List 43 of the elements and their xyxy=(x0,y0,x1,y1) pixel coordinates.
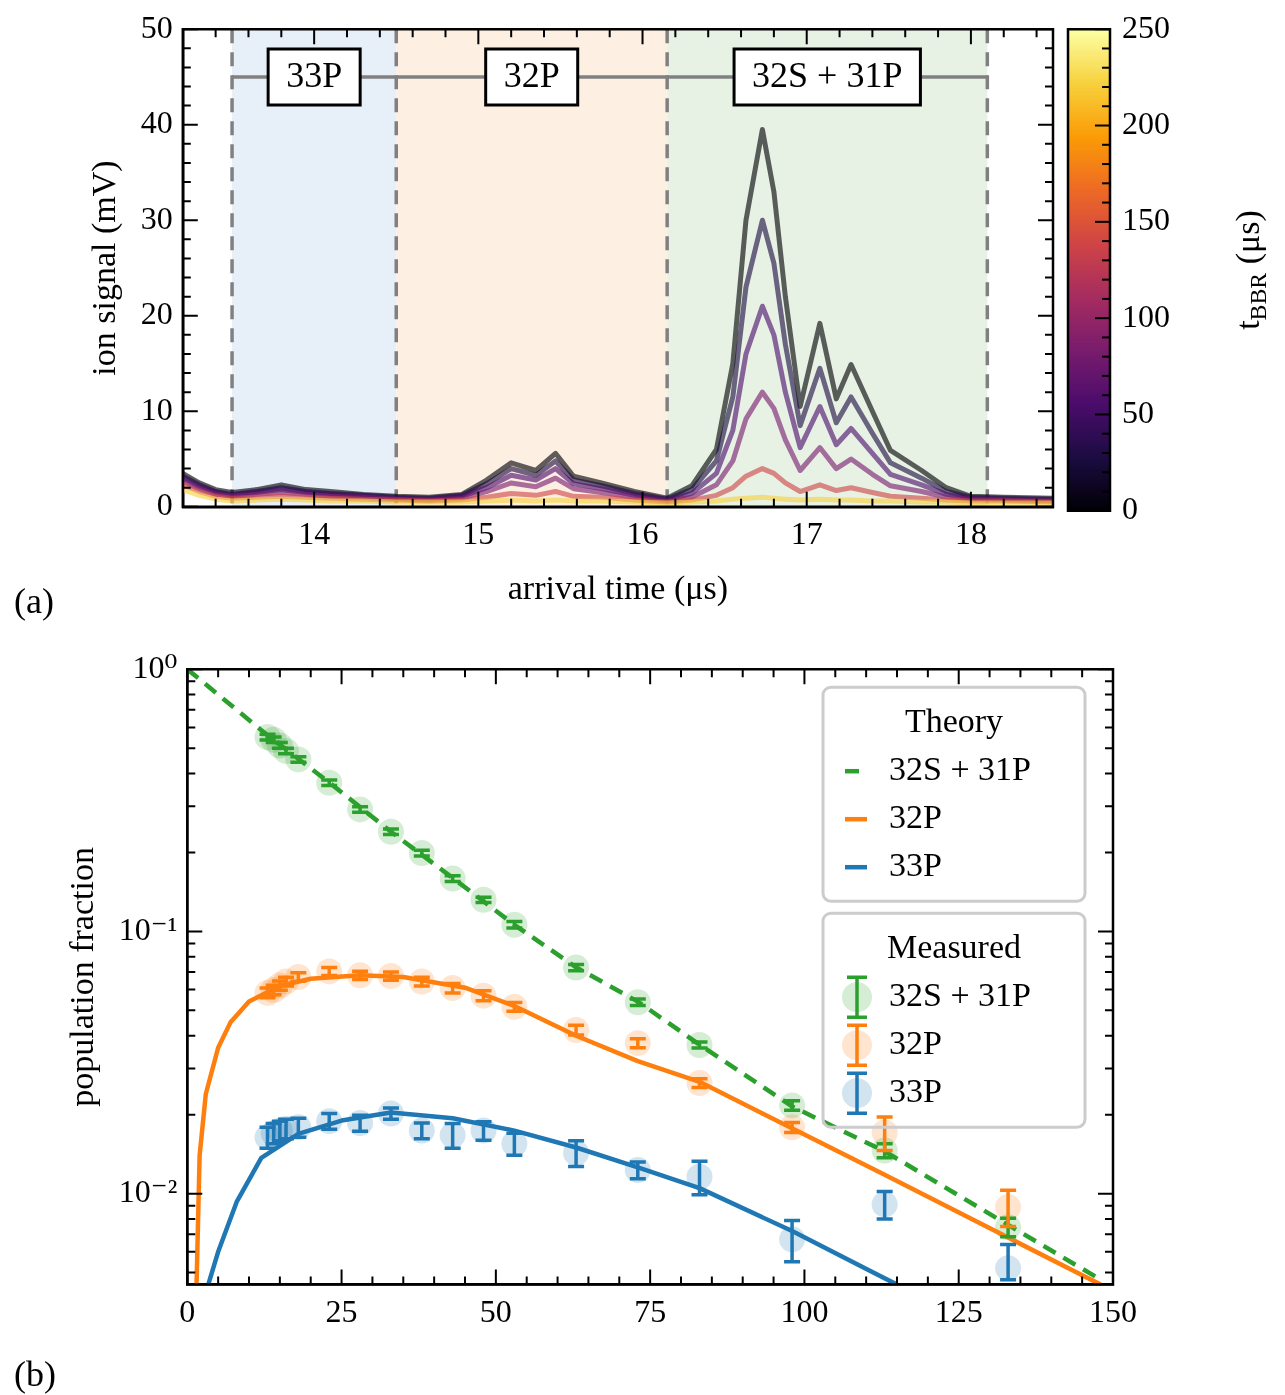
text: (b) xyxy=(14,1353,56,1395)
x-tick-label: 14 xyxy=(298,515,331,552)
band-label: 32S + 31P xyxy=(752,55,903,96)
legend-label: 33P xyxy=(889,846,942,884)
legend-label: 33P xyxy=(889,1072,942,1110)
text: (a) xyxy=(14,580,54,622)
y-tick-label: 10 xyxy=(140,390,173,427)
y-axis-title: ion signal (mV) xyxy=(85,160,124,376)
x-tick-label: 25 xyxy=(325,1293,358,1330)
x-tick-label: 16 xyxy=(626,515,659,552)
x-tick-label: 18 xyxy=(954,515,987,552)
color-bar-label: 50 xyxy=(1122,393,1154,430)
color-bar-label: 200 xyxy=(1122,104,1170,141)
x-tick-label: 150 xyxy=(1089,1293,1137,1330)
annotation: Measured xyxy=(886,928,1022,966)
legend-label: 32P xyxy=(889,1024,942,1062)
legend-label: 32S + 31P xyxy=(889,750,1031,788)
x-tick-label: 75 xyxy=(634,1293,667,1330)
y-axis-title: population fraction xyxy=(63,847,101,1107)
x-tick-label: 100 xyxy=(780,1293,829,1330)
y-tick-label: 30 xyxy=(140,199,173,236)
band-label: 32P xyxy=(503,55,560,96)
legend-label: 32P xyxy=(889,798,942,836)
y-tick-label: 10⁻¹ xyxy=(118,910,178,947)
color-bar-label: 250 xyxy=(1122,8,1170,45)
x-tick-label: 125 xyxy=(934,1293,983,1330)
x-tick-label: 17 xyxy=(790,515,823,552)
x-tick-label: 50 xyxy=(479,1293,512,1330)
y-tick-label: 10⁻² xyxy=(118,1173,178,1210)
color-bar-label: 100 xyxy=(1122,297,1170,334)
color-bar-title: tBBR (μs) xyxy=(1228,210,1272,330)
x-axis-title: arrival time (μs) xyxy=(507,568,729,607)
color-bar-label: 0 xyxy=(1122,490,1138,527)
y-tick-label: 50 xyxy=(140,8,173,45)
x-tick-label: 15 xyxy=(462,515,495,552)
y-tick-label: 10⁰ xyxy=(132,648,178,685)
y-tick-label: 0 xyxy=(156,486,173,523)
y-tick-label: 20 xyxy=(140,295,173,332)
legend-label: 32S + 31P xyxy=(889,976,1031,1014)
y-tick-label: 40 xyxy=(140,104,173,141)
band-label: 33P xyxy=(286,55,343,96)
legend-title: Theory xyxy=(904,702,1004,740)
color-bar-label: 150 xyxy=(1122,201,1170,238)
